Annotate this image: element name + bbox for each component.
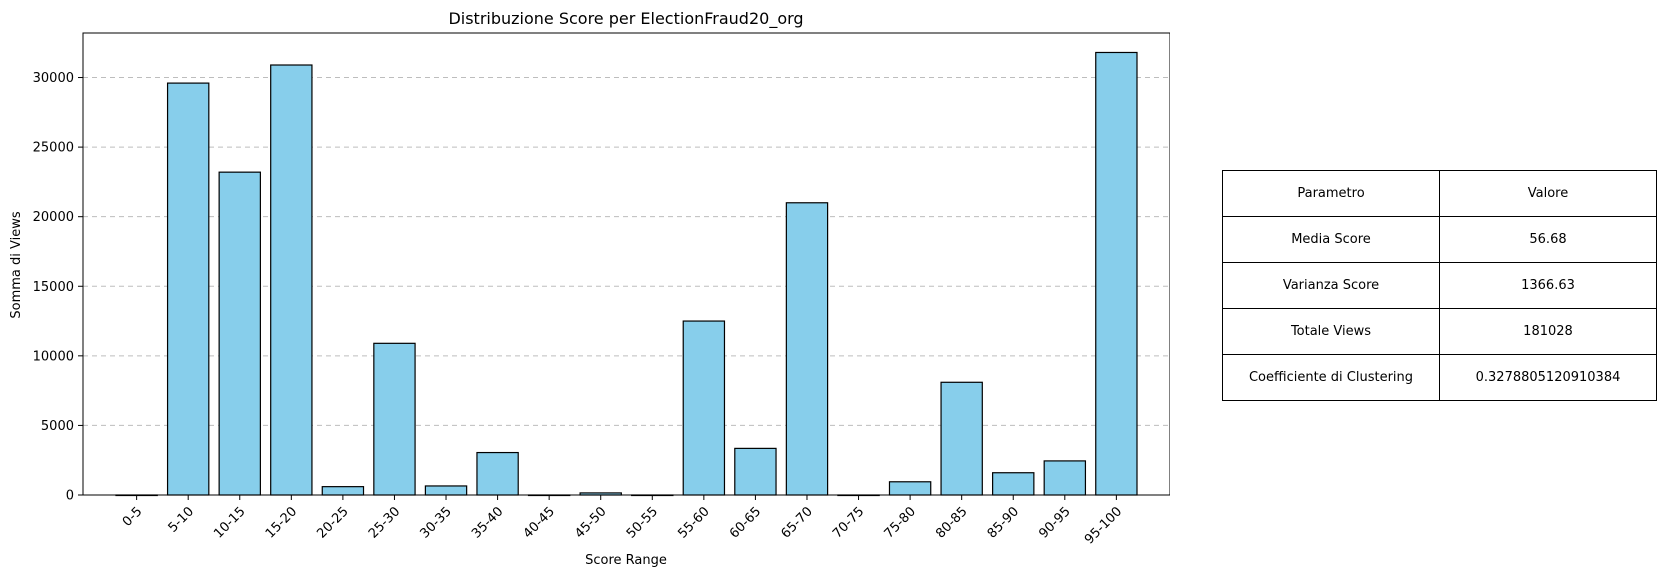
y-axis: 0 5000 10000 15000 20000 25000 30000: [33, 71, 83, 504]
y-tick-label: 10000: [33, 349, 74, 364]
x-axis: 0-5 5-10 10-15 15-20 20-25 25-30 30-35 35-40 40-…: [120, 495, 1125, 547]
bar: [888, 481, 932, 496]
x-tick-label: 60-65: [727, 504, 764, 541]
y-tick-label: 30000: [33, 71, 74, 86]
table-cell-param: Media Score: [1222, 216, 1440, 263]
x-tick-label: 45-50: [572, 504, 609, 541]
table-row: Media Score 56.68: [1222, 216, 1657, 263]
x-tick-label: 55-60: [675, 504, 712, 541]
table-cell-value: 56.68: [1439, 216, 1657, 263]
x-tick-label: 75-80: [882, 504, 919, 541]
bar: [1095, 51, 1138, 496]
x-tick-label: 50-55: [624, 504, 661, 541]
x-axis-label: Score Range: [585, 553, 667, 568]
bar: [476, 451, 519, 496]
x-tick-label: 0-5: [120, 504, 146, 530]
y-tick-label: 25000: [33, 141, 74, 156]
table-row: Coefficiente di Clustering 0.32788051209…: [1222, 354, 1657, 401]
bar: [218, 171, 261, 496]
table-header-parametro: Parametro: [1222, 170, 1440, 217]
table-cell-param: Varianza Score: [1222, 262, 1440, 309]
bar: [682, 320, 726, 496]
y-tick-label: 20000: [33, 210, 74, 225]
table-cell-param: Totale Views: [1222, 308, 1440, 355]
y-tick-label: 5000: [41, 419, 74, 434]
table-cell-value: 0.3278805120910384: [1439, 354, 1657, 401]
chart-title: Distribuzione Score per ElectionFraud20_…: [448, 9, 803, 29]
bar: [1043, 460, 1087, 496]
bar: [734, 447, 777, 496]
grid-lines: [83, 77, 1170, 426]
x-tick-label: 15-20: [263, 504, 300, 541]
bars: [115, 51, 1138, 497]
x-tick-label: 95-100: [1082, 504, 1125, 547]
table-header-row: Parametro Valore: [1222, 170, 1657, 217]
stats-table: Parametro Valore Media Score 56.68 Varia…: [1222, 170, 1657, 401]
bar: [270, 64, 313, 496]
bar-chart: Distribuzione Score per ElectionFraud20_…: [9, 9, 1170, 568]
plot-frame: [82, 32, 1170, 496]
x-tick-label: 20-25: [314, 504, 351, 541]
x-tick-label: 5-10: [166, 504, 197, 535]
bar: [785, 202, 829, 496]
x-tick-label: 80-85: [933, 504, 970, 541]
table-cell-param: Coefficiente di Clustering: [1222, 354, 1440, 401]
bar: [940, 381, 983, 496]
x-tick-label: 40-45: [521, 504, 558, 541]
x-tick-label: 85-90: [985, 504, 1022, 541]
table-row: Varianza Score 1366.63: [1222, 262, 1657, 309]
x-tick-label: 10-15: [211, 504, 248, 541]
y-axis-label: Somma di Views: [9, 211, 24, 318]
table-row: Totale Views 181028: [1222, 308, 1657, 355]
x-tick-label: 30-35: [418, 504, 455, 541]
bar: [992, 472, 1035, 496]
bar: [321, 486, 365, 496]
bar: [166, 82, 210, 496]
bar: [373, 342, 416, 496]
y-tick-label: 0: [66, 489, 74, 504]
x-tick-label: 35-40: [469, 504, 506, 541]
x-tick-label: 90-95: [1036, 504, 1073, 541]
x-tick-label: 70-75: [830, 504, 867, 541]
table-header-valore: Valore: [1439, 170, 1657, 217]
y-tick-label: 15000: [33, 280, 74, 295]
table-cell-value: 1366.63: [1439, 262, 1657, 309]
bar: [424, 485, 468, 496]
table-cell-value: 181028: [1439, 308, 1657, 355]
x-tick-label: 65-70: [778, 504, 815, 541]
x-tick-label: 25-30: [366, 504, 403, 541]
